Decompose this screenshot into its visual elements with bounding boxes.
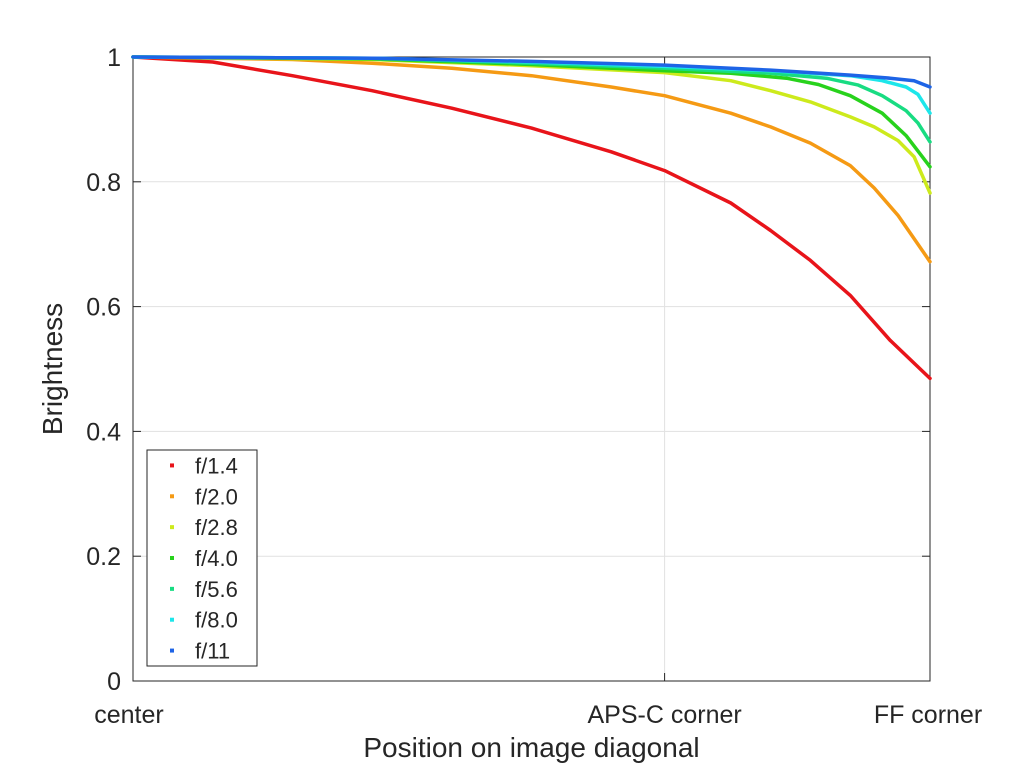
- y-axis-title: Brightness: [37, 303, 68, 435]
- legend: f/1.4 f/2.0 f/2.8 f/4.0 f/5.6 f/8.0 f/11: [146, 449, 258, 667]
- legend-label: f/8.0: [195, 608, 238, 633]
- series-lines: [131, 55, 932, 381]
- legend-marker: [170, 648, 174, 653]
- series-line: [131, 55, 932, 381]
- legend-label: f/1.4: [195, 453, 238, 478]
- legend-box: [146, 449, 258, 667]
- y-tick-label: 0.8: [86, 169, 121, 197]
- x-tick-label: FF corner: [874, 701, 982, 729]
- legend-label: f/2.8: [195, 515, 238, 540]
- x-tick-label: center: [94, 701, 163, 729]
- legend-label: f/11: [195, 639, 230, 664]
- legend-label: f/2.0: [195, 484, 238, 509]
- legend-marker: [170, 494, 174, 499]
- y-tick-label: 1: [107, 44, 121, 72]
- y-tick-label: 0.4: [86, 418, 121, 446]
- x-axis-title: Position on image diagonal: [363, 732, 699, 763]
- legend-label: f/4.0: [195, 546, 238, 571]
- legend-marker: [170, 463, 174, 468]
- legend-marker: [170, 525, 174, 530]
- x-tick-label: APS-C corner: [587, 701, 741, 729]
- legend-marker: [170, 586, 174, 591]
- series-line: [131, 55, 932, 89]
- y-tick-label: 0.2: [86, 543, 121, 571]
- plot-area-frame: [132, 56, 931, 682]
- legend-label: f/5.6: [195, 577, 238, 602]
- series-line: [131, 55, 932, 264]
- y-tick-label: 0.6: [86, 294, 121, 322]
- y-tick-label: 0: [107, 668, 121, 696]
- legend-marker: [170, 556, 174, 560]
- tick-labels: 0 0.2 0.4 0.6 0.8 1 center APS-C corner FF corne…: [86, 44, 982, 729]
- legend-marker: [170, 617, 174, 622]
